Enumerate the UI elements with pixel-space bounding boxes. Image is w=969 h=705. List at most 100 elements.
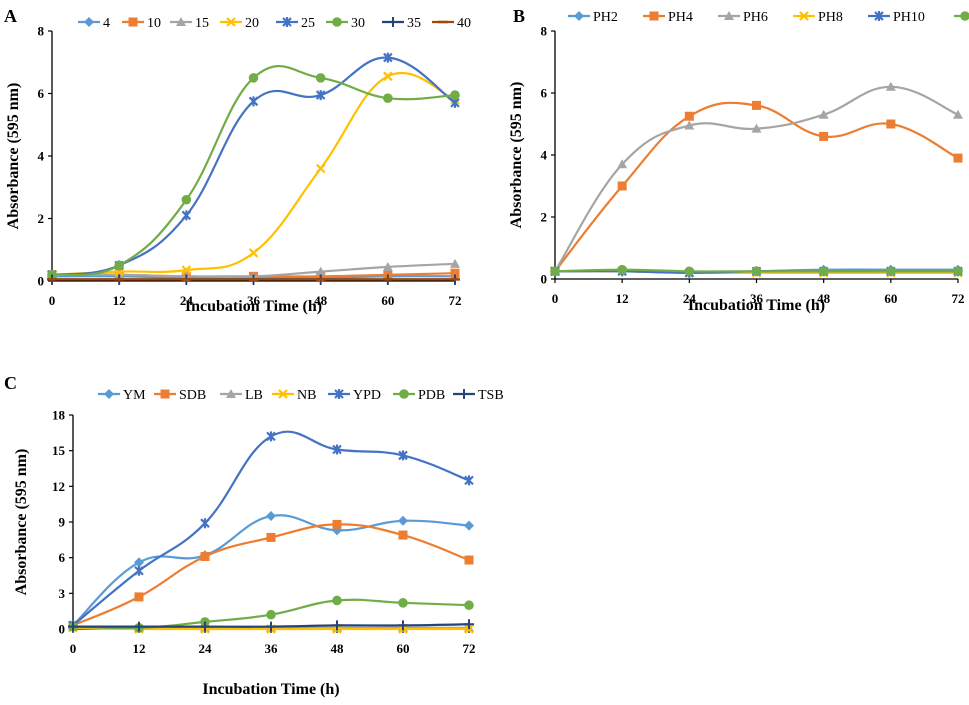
x-tick-label: 72: [463, 641, 476, 656]
legend-label-35: 35: [407, 16, 421, 31]
x-tick-label: 60: [397, 641, 410, 656]
x-tick-label: 72: [952, 291, 965, 306]
data-point-YPD: [200, 518, 210, 529]
legend-marker-PH4: [649, 11, 659, 21]
data-point-PH12: [818, 266, 829, 277]
legend-label-TSB: TSB: [478, 388, 504, 403]
legend-marker-SDB: [160, 389, 170, 399]
legend-marker-PH10: [874, 11, 884, 21]
data-point-PH6: [751, 123, 762, 133]
legend-marker-20: [226, 17, 236, 27]
legend-label-PH2: PH2: [593, 10, 618, 25]
series-line-YPD: [72, 430, 470, 627]
series-TSB: [68, 619, 474, 632]
series-line-YM: [72, 514, 470, 627]
y-tick-label: 4: [38, 149, 45, 164]
x-tick-label: 12: [133, 641, 146, 656]
x-tick-label: 0: [70, 641, 77, 656]
legend-entry-PH10: PH10: [868, 10, 925, 25]
x-tick-label: 48: [331, 641, 345, 656]
series-PH12: [550, 264, 963, 277]
legend-entry-TSB: TSB: [453, 388, 504, 403]
data-point-TSB: [464, 619, 474, 630]
data-point-30: [181, 194, 192, 205]
data-point-PDB: [464, 600, 474, 611]
x-tick-label: 60: [381, 293, 394, 308]
data-point-PH4: [617, 181, 627, 191]
data-point-YM: [398, 515, 408, 526]
x-tick-label: 24: [683, 291, 697, 306]
data-point-20: [181, 265, 192, 275]
series-PH6: [550, 81, 963, 276]
x-tick-label: 48: [314, 293, 328, 308]
series-line-PH6: [554, 85, 959, 272]
y-tick-label: 2: [38, 211, 45, 226]
y-axis-label: Absorbance (595 nm): [5, 83, 22, 230]
legend-label-10: 10: [147, 16, 161, 31]
data-point-PH4: [684, 111, 694, 121]
data-point-20: [383, 71, 393, 82]
data-point-PDB: [266, 609, 276, 620]
data-point-YPD: [134, 565, 144, 576]
legend-entry-15: 15: [170, 16, 209, 31]
x-tick-label: 60: [884, 291, 897, 306]
data-point-20: [315, 163, 326, 174]
x-tick-label: 36: [750, 291, 764, 306]
legend-marker-YM: [104, 389, 114, 399]
y-tick-label: 9: [59, 515, 66, 530]
x-axis-label: Incubation Time (h): [202, 681, 339, 698]
data-point-TSB: [398, 620, 408, 631]
y-tick-label: 8: [541, 24, 548, 39]
y-tick-label: 18: [52, 408, 66, 423]
x-tick-label: 12: [616, 291, 629, 306]
data-point-PH6: [885, 81, 896, 91]
data-point-PH12: [550, 266, 560, 277]
legend-label-NB: NB: [297, 388, 316, 403]
data-point-15: [450, 258, 460, 268]
data-point-PH12: [751, 266, 762, 277]
data-point-PH12: [617, 264, 627, 275]
panel-letter-c: C: [4, 373, 17, 393]
legend-entry-PH12: PH12: [954, 11, 969, 21]
legend-marker-PH12: [960, 11, 969, 21]
x-tick-label: 0: [552, 291, 559, 306]
legend-entry-PH2: PH2: [568, 10, 618, 25]
data-point-30: [315, 73, 326, 83]
y-tick-label: 12: [52, 479, 65, 494]
data-point-PH4: [819, 131, 829, 141]
legend-label-40: 40: [457, 16, 471, 31]
data-point-TSB: [68, 621, 78, 632]
data-point-YM: [464, 520, 474, 531]
y-tick-label: 6: [59, 550, 66, 565]
legend-entry-NB: NB: [272, 388, 316, 403]
legend-label-4: 4: [103, 16, 110, 31]
legend-entry-LB: LB: [220, 388, 263, 403]
y-axis-label: Absorbance (595 nm): [508, 82, 525, 229]
data-point-YPD: [266, 431, 276, 442]
data-point-YM: [266, 511, 276, 522]
data-point-PH6: [818, 109, 829, 119]
data-point-PH4: [886, 119, 896, 129]
data-point-30: [450, 90, 460, 100]
data-point-TSB: [332, 620, 342, 631]
y-tick-label: 15: [52, 443, 66, 458]
data-point-PDB: [398, 598, 408, 608]
legend-entry-PDB: PDB: [393, 388, 445, 403]
y-tick-label: 0: [541, 272, 548, 287]
data-point-25: [181, 210, 192, 221]
series-30: [47, 65, 460, 280]
legend-entry-10: 10: [122, 16, 161, 31]
legend-entry-4: 4: [78, 16, 110, 31]
data-point-SDB: [398, 530, 408, 540]
data-point-15: [315, 266, 326, 276]
data-point-PH4: [752, 100, 761, 110]
data-point-TSB: [200, 621, 210, 632]
legend-marker-TSB: [459, 389, 469, 399]
x-tick-label: 72: [449, 293, 462, 308]
data-point-10: [450, 268, 460, 278]
legend-marker-25: [282, 17, 292, 27]
